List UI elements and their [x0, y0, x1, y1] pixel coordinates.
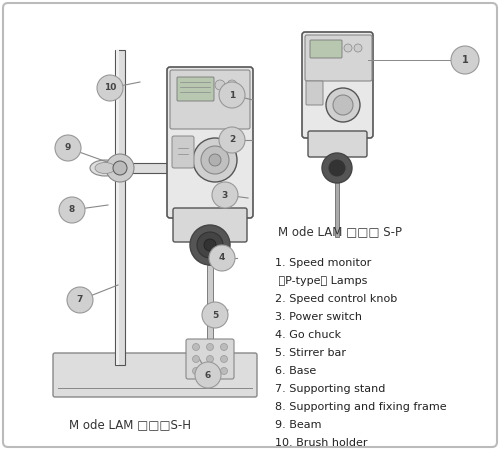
FancyBboxPatch shape — [53, 353, 257, 397]
Text: 4: 4 — [219, 253, 225, 262]
Text: 3. Power switch: 3. Power switch — [275, 312, 362, 322]
Circle shape — [220, 356, 228, 363]
FancyBboxPatch shape — [308, 131, 367, 157]
Circle shape — [344, 44, 352, 52]
Circle shape — [354, 44, 362, 52]
FancyBboxPatch shape — [177, 77, 214, 101]
Text: 7: 7 — [77, 296, 83, 305]
Circle shape — [201, 146, 229, 174]
Text: M ode LAM □□□ S-P: M ode LAM □□□ S-P — [278, 225, 402, 238]
Circle shape — [329, 160, 345, 176]
Text: M ode LAM □□□S-H: M ode LAM □□□S-H — [69, 418, 191, 431]
Circle shape — [326, 88, 360, 122]
Circle shape — [55, 135, 81, 161]
Circle shape — [212, 182, 238, 208]
Text: 8. Supporting and fixing frame: 8. Supporting and fixing frame — [275, 402, 446, 412]
Text: （P-type） Lamps: （P-type） Lamps — [275, 276, 368, 286]
Circle shape — [322, 153, 352, 183]
Circle shape — [333, 95, 353, 115]
Circle shape — [215, 80, 225, 90]
Circle shape — [219, 127, 245, 153]
FancyBboxPatch shape — [167, 67, 253, 218]
Text: 10. Brush holder: 10. Brush holder — [275, 438, 368, 448]
FancyBboxPatch shape — [172, 136, 194, 168]
Circle shape — [220, 368, 228, 374]
FancyBboxPatch shape — [306, 81, 323, 105]
Circle shape — [202, 302, 228, 328]
Bar — [120, 163, 200, 173]
Circle shape — [97, 75, 123, 101]
Circle shape — [209, 245, 235, 271]
Text: 3: 3 — [222, 190, 228, 199]
Circle shape — [192, 343, 200, 351]
FancyBboxPatch shape — [305, 35, 372, 81]
Text: 9: 9 — [65, 144, 71, 153]
FancyBboxPatch shape — [302, 32, 373, 138]
Text: 5: 5 — [212, 310, 218, 320]
Circle shape — [206, 356, 214, 363]
Bar — [335, 182, 339, 237]
Circle shape — [190, 225, 230, 265]
Circle shape — [195, 362, 221, 388]
Circle shape — [192, 368, 200, 374]
Text: 1: 1 — [462, 55, 468, 65]
Text: 9. Beam: 9. Beam — [275, 420, 322, 430]
Text: 1: 1 — [229, 90, 235, 99]
Circle shape — [59, 197, 85, 223]
Circle shape — [206, 343, 214, 351]
FancyBboxPatch shape — [3, 3, 497, 447]
FancyBboxPatch shape — [170, 70, 250, 129]
FancyBboxPatch shape — [310, 40, 342, 58]
Text: 6: 6 — [205, 370, 211, 379]
Text: 6. Base: 6. Base — [275, 366, 316, 376]
Bar — [207, 265, 213, 345]
Circle shape — [192, 356, 200, 363]
Circle shape — [197, 232, 223, 258]
Text: 8: 8 — [69, 206, 75, 215]
Circle shape — [220, 343, 228, 351]
Text: 7. Supporting stand: 7. Supporting stand — [275, 384, 386, 394]
Text: 1. Speed monitor: 1. Speed monitor — [275, 258, 371, 268]
Circle shape — [227, 80, 237, 90]
Circle shape — [113, 161, 127, 175]
Ellipse shape — [95, 162, 115, 174]
Bar — [116, 50, 119, 365]
Circle shape — [451, 46, 479, 74]
Circle shape — [193, 138, 237, 182]
Circle shape — [67, 287, 93, 313]
Text: 2: 2 — [229, 135, 235, 144]
FancyBboxPatch shape — [186, 339, 234, 379]
FancyBboxPatch shape — [173, 208, 247, 242]
Circle shape — [204, 239, 216, 251]
Circle shape — [219, 82, 245, 108]
Text: 4. Go chuck: 4. Go chuck — [275, 330, 341, 340]
Text: 10: 10 — [104, 84, 116, 93]
Circle shape — [206, 368, 214, 374]
Bar — [115, 50, 125, 365]
Text: 5. Stirrer bar: 5. Stirrer bar — [275, 348, 346, 358]
Circle shape — [209, 154, 221, 166]
Ellipse shape — [90, 160, 120, 176]
Text: 2. Speed control knob: 2. Speed control knob — [275, 294, 397, 304]
Circle shape — [106, 154, 134, 182]
